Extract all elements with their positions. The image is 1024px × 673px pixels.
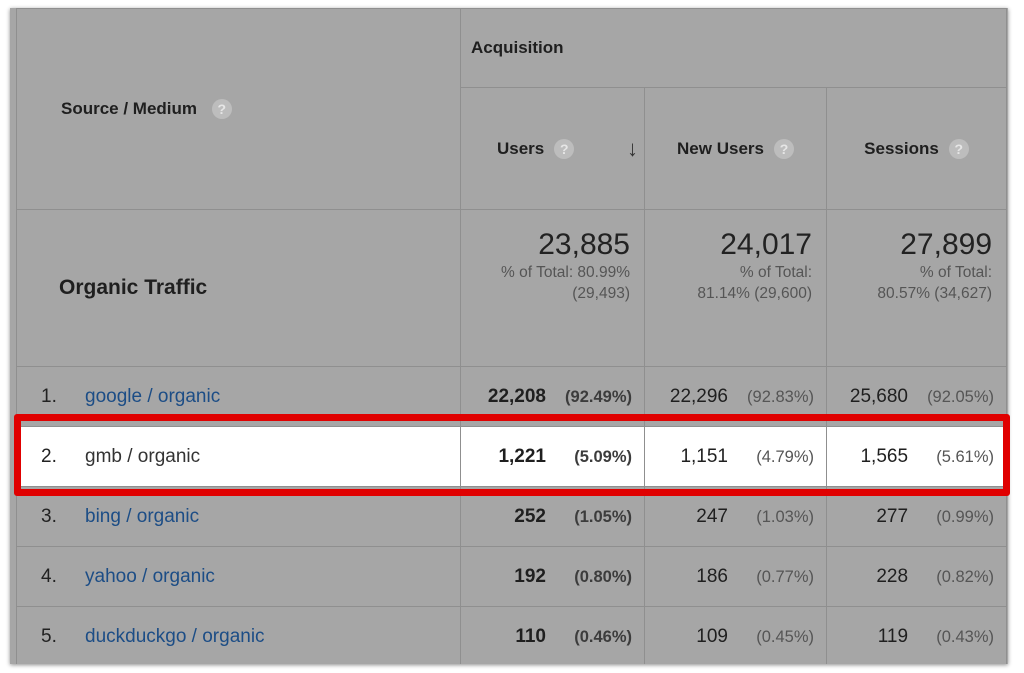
new-users-cell: 186 (0.77%) (644, 546, 827, 607)
users-percent: (92.49%) (565, 387, 632, 406)
sessions-cell: 1,565 (5.61%) (825, 426, 1008, 487)
sessions-total-overall: 80.57% (34,627) (877, 285, 993, 302)
row-number: 4. (41, 565, 57, 587)
users-total-cell: 23,885 % of Total: 80.99% (29,493) (460, 209, 645, 367)
users-value: 22,208 (487, 385, 546, 407)
new-users-percent: (0.77%) (756, 567, 814, 586)
source-link[interactable]: duckduckgo / organic (85, 625, 265, 647)
sessions-cell: 119 (0.43%) (825, 606, 1008, 664)
source-medium-header[interactable]: Source / Medium ? (16, 8, 461, 210)
row-number: 5. (41, 625, 57, 647)
sessions-percent: (0.43%) (936, 627, 995, 646)
users-cell: 22,208 (92.49%) (460, 366, 645, 427)
sessions-value: 277 (876, 505, 909, 527)
source-medium-label: Source / Medium (61, 99, 198, 118)
sessions-percent: (0.82%) (936, 567, 995, 586)
new-users-value: 22,296 (669, 385, 728, 407)
table-row: 3. bing / organic 252 (1.05%) 247 (1.03%) 2… (16, 486, 1008, 547)
new-users-column-label: New Users (677, 138, 764, 158)
source-link[interactable]: yahoo / organic (85, 565, 215, 587)
new-users-value: 247 (696, 505, 728, 527)
new-users-percent: (0.45%) (756, 627, 814, 646)
new-users-cell: 247 (1.03%) (644, 486, 827, 547)
source-cell: 1. google / organic (16, 366, 461, 427)
users-percent: (5.09%) (574, 447, 632, 466)
new-users-percent: (1.03%) (756, 507, 814, 526)
new-users-total-overall: 81.14% (29,600) (697, 285, 812, 302)
new-users-total-percent: % of Total: (739, 264, 812, 281)
new-users-cell: 22,296 (92.83%) (644, 366, 827, 427)
table-row: 5. duckduckgo / organic 110 (0.46%) 109 (0.… (16, 606, 1008, 664)
table-row: 1. google / organic 22,208 (92.49%) 22,296… (16, 366, 1008, 427)
source-link[interactable]: bing / organic (85, 505, 200, 527)
sessions-total-percent: % of Total: (919, 264, 993, 281)
new-users-cell: 1,151 (4.79%) (644, 426, 827, 487)
table-row: 4. yahoo / organic 192 (0.80%) 186 (0.77%) … (16, 546, 1008, 607)
segment-label: Organic Traffic (16, 209, 461, 367)
users-column-header[interactable]: Users ? ↓ (460, 87, 645, 210)
sort-descending-arrow-icon[interactable]: ↓ (627, 135, 638, 161)
sessions-percent: (0.99%) (936, 507, 995, 526)
source-cell: 5. duckduckgo / organic (16, 606, 461, 664)
users-value: 110 (515, 625, 546, 647)
sessions-column-header[interactable]: Sessions ? (825, 87, 1008, 210)
users-percent: (0.80%) (574, 567, 632, 586)
sessions-cell: 228 (0.82%) (825, 546, 1008, 607)
users-column-label: Users (497, 138, 545, 158)
users-total-value: 23,885 (538, 228, 630, 261)
sessions-cell: 25,680 (92.05%) (825, 366, 1008, 427)
totals-row: Organic Traffic 23,885 % of Total: 80.99… (16, 209, 1008, 367)
new-users-value: 186 (696, 565, 728, 587)
question-mark-help-icon[interactable]: ? (773, 138, 794, 159)
sessions-value: 1,565 (860, 445, 909, 467)
sessions-cell: 277 (0.99%) (825, 486, 1008, 547)
row-number: 3. (41, 505, 57, 527)
users-cell: 252 (1.05%) (460, 486, 645, 547)
table-row-highlighted: 2. gmb / organic 1,221 (5.09%) 1,151 (4.79%… (16, 426, 1008, 487)
new-users-total-cell: 24,017 % of Total: 81.14% (29,600) (644, 209, 827, 367)
sessions-total-cell: 27,899 % of Total: 80.57% (34,627) (825, 209, 1008, 367)
new-users-column-header[interactable]: New Users ? (644, 87, 827, 210)
sessions-percent: (5.61%) (936, 447, 995, 466)
source-cell: 3. bing / organic (16, 486, 461, 547)
users-value: 192 (514, 565, 546, 587)
new-users-total-value: 24,017 (720, 228, 812, 261)
source-cell: 4. yahoo / organic (16, 546, 461, 607)
source-link[interactable]: google / organic (85, 385, 221, 407)
sessions-total-value: 27,899 (900, 228, 993, 261)
question-mark-help-icon[interactable]: ? (211, 99, 232, 119)
users-cell: 1,221 (5.09%) (460, 426, 645, 487)
users-cell: 192 (0.80%) (460, 546, 645, 607)
new-users-value: 109 (696, 625, 728, 647)
users-percent: (0.46%) (574, 627, 632, 646)
new-users-percent: (92.83%) (747, 387, 814, 406)
row-number: 2. (41, 445, 57, 467)
analytics-report-frame: Source / Medium ? Acquisition Users ? ↓ … (10, 8, 1008, 664)
new-users-percent: (4.79%) (756, 447, 814, 466)
users-value: 1,221 (498, 445, 546, 467)
question-mark-help-icon[interactable]: ? (554, 138, 575, 159)
sessions-value: 25,680 (849, 385, 909, 407)
users-total-percent: % of Total: 80.99% (501, 264, 630, 281)
users-value: 252 (514, 505, 546, 527)
sessions-value: 119 (877, 625, 909, 647)
question-mark-help-icon[interactable]: ? (948, 138, 969, 159)
users-percent: (1.05%) (574, 507, 632, 526)
new-users-cell: 109 (0.45%) (644, 606, 827, 664)
source-medium-table: Source / Medium ? Acquisition Users ? ↓ … (16, 8, 1008, 664)
row-number: 1. (41, 385, 57, 407)
sessions-value: 228 (876, 565, 909, 587)
source-link[interactable]: gmb / organic (85, 445, 201, 467)
users-cell: 110 (0.46%) (460, 606, 645, 664)
acquisition-group-header: Acquisition (459, 8, 1008, 88)
new-users-value: 1,151 (680, 445, 728, 467)
sessions-percent: (92.05%) (927, 387, 995, 406)
source-cell: 2. gmb / organic (16, 426, 461, 487)
sessions-column-label: Sessions (864, 138, 939, 158)
users-total-overall: (29,493) (572, 285, 630, 302)
